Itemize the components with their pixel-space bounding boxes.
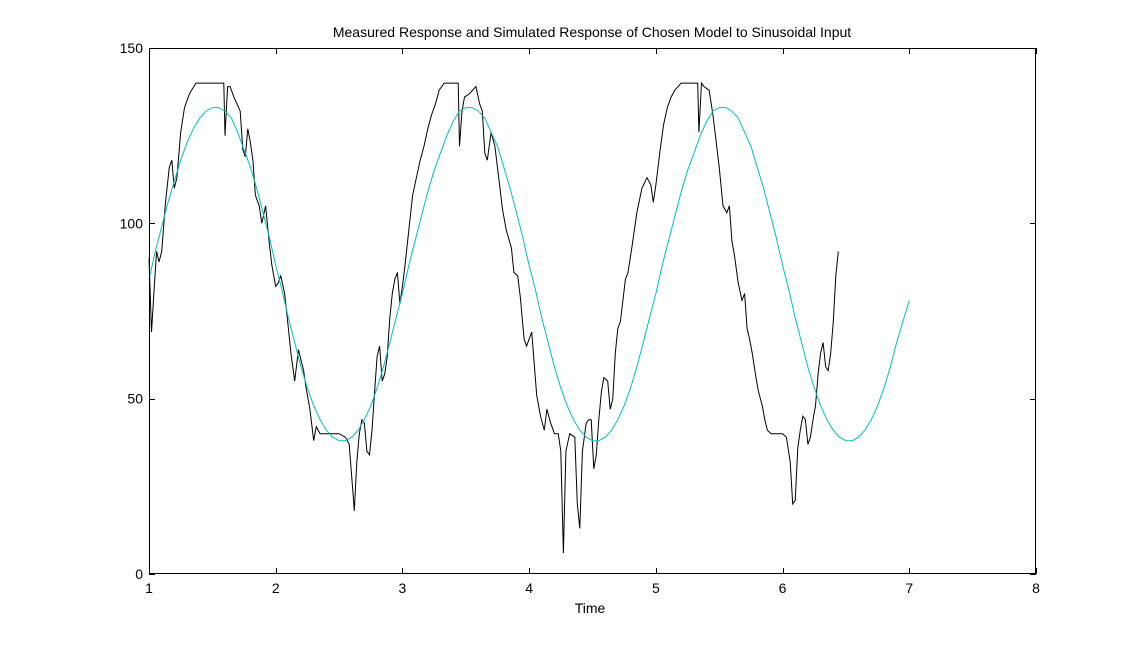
axes-box	[149, 48, 1036, 574]
plot-area	[149, 48, 1036, 574]
series-layer	[148, 81, 910, 554]
y-tick-label: 100	[120, 215, 144, 231]
y-tick-label: 0	[135, 566, 143, 582]
x-tick-label: 3	[399, 580, 407, 596]
x-tick-label: 1	[145, 580, 153, 596]
y-tick-label: 50	[127, 391, 143, 407]
x-tick-label: 8	[1032, 580, 1040, 596]
chart-title: Measured Response and Simulated Response…	[333, 24, 851, 40]
x-tick-label: 7	[905, 580, 913, 596]
x-tick-label: 2	[272, 580, 280, 596]
series-line-measured	[148, 81, 839, 554]
y-tick-label: 150	[120, 40, 144, 56]
series-line-simulated	[148, 107, 910, 442]
tick-layer: 1 2 3 4 5 6 7 8 0 50 100 150	[120, 40, 1040, 596]
x-axis-label: Time	[575, 600, 606, 616]
x-tick-label: 4	[525, 580, 533, 596]
x-tick-label: 5	[652, 580, 660, 596]
x-tick-label: 6	[779, 580, 787, 596]
